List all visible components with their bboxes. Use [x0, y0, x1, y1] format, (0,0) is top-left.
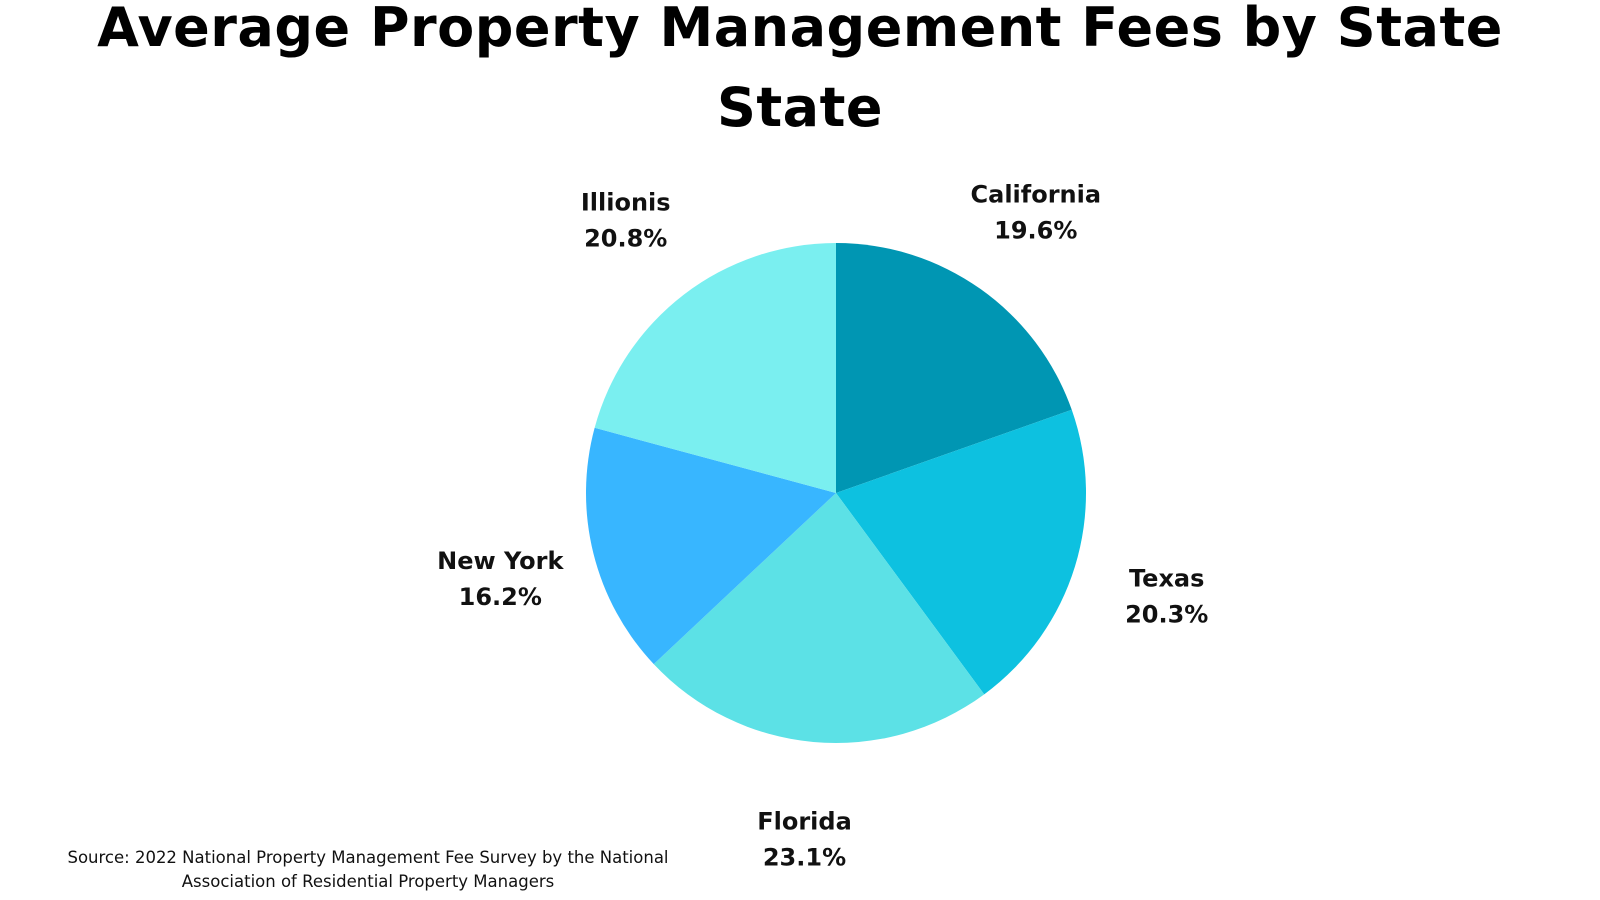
source-line-1: Source: 2022 National Property Managemen… — [67, 848, 669, 867]
slice-label-texas: Texas 20.3% — [1125, 565, 1208, 629]
pie-slices — [585, 242, 1087, 744]
slice-label-california: California 19.6% — [971, 181, 1102, 245]
chart-title-line-2: State — [716, 76, 884, 139]
slice-value-label: 20.8% — [584, 224, 667, 252]
slice-category-label: Florida — [757, 808, 852, 836]
chart-title-line-1: Average Property Management Fees by Stat… — [97, 0, 1503, 59]
slice-category-label: Illionis — [581, 188, 671, 216]
source-line-2: Association of Residential Property Mana… — [181, 872, 555, 891]
pie-slice-california — [836, 242, 1072, 493]
slice-category-label: Texas — [1129, 565, 1204, 593]
slice-category-label: California — [971, 181, 1102, 209]
pie-slice-florida — [653, 493, 985, 744]
slice-label-illionis: Illionis 20.8% — [581, 188, 671, 252]
pie-slice-texas — [836, 409, 1087, 695]
slice-label-new-york: New York 16.2% — [437, 547, 564, 611]
source-note: Source: 2022 National Property Managemen… — [48, 846, 688, 894]
slice-value-label: 20.3% — [1125, 601, 1208, 629]
pie-slice-new-york — [585, 427, 836, 665]
slice-category-label: New York — [437, 547, 564, 575]
slice-value-label: 23.1% — [763, 844, 846, 872]
slice-label-florida: Florida 23.1% — [757, 808, 852, 872]
pie-slice-illionis — [594, 243, 836, 493]
slice-value-label: 16.2% — [459, 583, 542, 611]
pie-labels: California 19.6% Texas 20.3% Florida 23.1% New… — [437, 181, 1208, 872]
slice-value-label: 19.6% — [994, 217, 1077, 245]
